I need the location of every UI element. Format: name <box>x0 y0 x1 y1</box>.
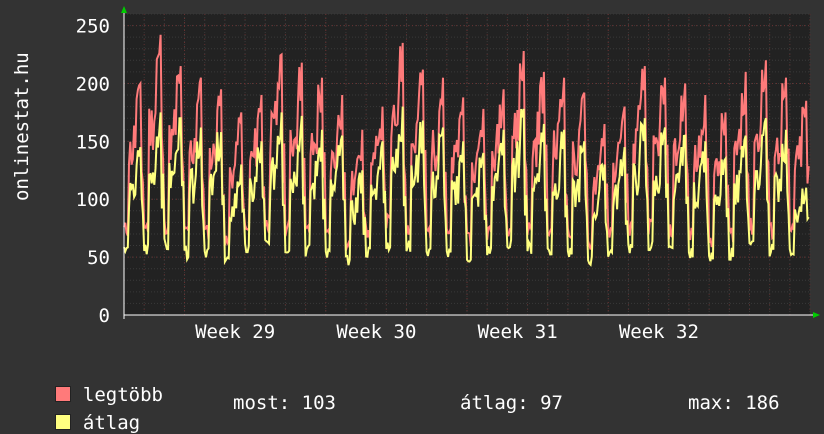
legend-swatch-atlag <box>54 414 71 430</box>
x-tick-label: Week 32 <box>619 321 699 343</box>
series-line-atlag <box>123 106 810 267</box>
legend-item-atlag: átlag <box>32 393 140 433</box>
y-tick-label: 250 <box>76 16 110 38</box>
stat-max: max: 186 <box>688 392 780 414</box>
y-tick-label: 100 <box>76 189 110 211</box>
y-tick-label: 200 <box>76 73 110 95</box>
y-tick-label: 0 <box>99 305 110 327</box>
chart-series <box>123 34 810 267</box>
chart-ticks: 0 50 100 150 200 250 Week 29 Week 30 Week 31 Week… <box>76 16 699 343</box>
x-tick-label: Week 30 <box>336 321 416 343</box>
stat-now: most: 103 <box>233 392 336 414</box>
x-tick-label: Week 29 <box>195 321 275 343</box>
chart-axes <box>121 6 820 319</box>
legend-label-legtobb: legtöbb <box>82 384 163 406</box>
stat-average: átlag: 97 <box>460 392 563 414</box>
x-axis-arrow <box>813 312 820 318</box>
legend-item-legtobb: legtöbb <box>32 365 163 405</box>
y-tick-label: 50 <box>87 247 110 269</box>
y-axis-label: onlinestat.hu <box>11 52 33 201</box>
legend-swatch-legtobb <box>54 386 71 402</box>
y-axis-arrow <box>121 6 127 13</box>
y-tick-label: 150 <box>76 131 110 153</box>
x-tick-label: Week 31 <box>478 321 558 343</box>
legend-label-atlag: átlag <box>82 412 141 434</box>
